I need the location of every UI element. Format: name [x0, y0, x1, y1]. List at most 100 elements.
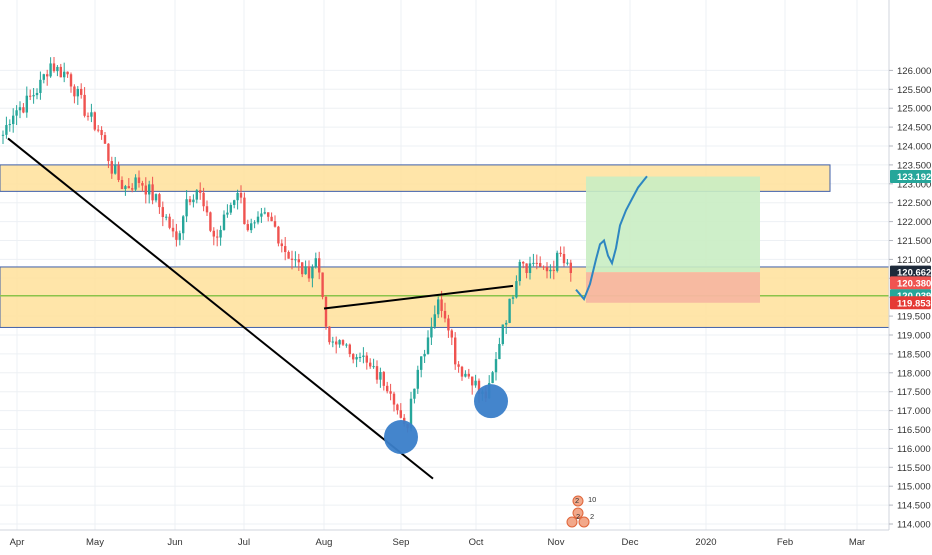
x-tick-label: Mar	[849, 537, 865, 548]
candle-down	[239, 192, 243, 198]
bottom-circle-1[interactable]	[384, 420, 418, 455]
candle-up	[372, 366, 375, 368]
candle-down	[175, 231, 178, 240]
candle-down	[324, 297, 328, 327]
descending-trendline[interactable]	[7, 137, 434, 480]
candle-down	[110, 161, 113, 174]
y-tick-label: 124.500	[897, 123, 931, 134]
price-label: 120.380	[897, 278, 931, 289]
candle-down	[399, 410, 402, 418]
y-tick-label: 117.500	[897, 387, 931, 398]
candle-down	[335, 341, 338, 345]
candle-down	[83, 94, 86, 116]
candle-down	[151, 184, 154, 201]
event-marker-group[interactable]: 2 10 2 2	[566, 495, 596, 528]
candle-up	[222, 214, 226, 230]
event-marker-icon[interactable]	[572, 495, 584, 507]
candle-up	[148, 184, 151, 195]
y-tick-label: 115.500	[897, 463, 931, 474]
candle-up	[134, 177, 137, 190]
candle-down	[328, 326, 331, 343]
candle-down	[457, 364, 460, 367]
candle-down	[127, 186, 130, 189]
candle-up	[250, 223, 253, 231]
candle-down	[46, 74, 49, 77]
price-label: 119.853	[897, 298, 931, 309]
candle-down	[202, 192, 205, 207]
y-tick-label: 119.500	[897, 312, 931, 323]
candle-up	[12, 115, 15, 125]
candle-up	[508, 298, 511, 323]
y-tick-label: 116.000	[897, 444, 931, 455]
candle-down	[171, 227, 175, 232]
x-tick-label: Jun	[167, 537, 182, 548]
candle-down	[382, 372, 385, 386]
y-tick-label: 126.000	[897, 66, 931, 77]
candle-down	[158, 194, 161, 208]
x-tick-label: Dec	[622, 537, 639, 548]
event-marker-icon[interactable]	[566, 516, 578, 528]
neckline[interactable]	[323, 284, 514, 310]
candle-down	[80, 88, 83, 95]
candle-down	[471, 376, 474, 386]
candle-down	[273, 221, 277, 227]
price-label-bg	[890, 170, 931, 184]
candle-down	[212, 230, 215, 237]
candle-up	[15, 110, 18, 116]
bottom-circle-2[interactable]	[474, 384, 508, 419]
candle-down	[137, 177, 141, 184]
candle-down	[97, 129, 100, 131]
candle-down	[216, 236, 219, 238]
candle-up	[25, 95, 28, 113]
candle-down	[318, 258, 321, 273]
x-tick-label: Nov	[548, 537, 565, 548]
candle-up	[379, 372, 382, 380]
price-label-bg	[890, 276, 931, 290]
candle-up	[253, 222, 256, 224]
candle-up	[518, 261, 521, 282]
candle-down	[297, 259, 300, 263]
candle-down	[352, 354, 355, 360]
candle-up	[263, 212, 266, 214]
y-tick-label: 121.500	[897, 236, 931, 247]
y-tick-label: 124.000	[897, 142, 931, 153]
candle-up	[355, 357, 358, 360]
candle-down	[552, 269, 555, 271]
projection-path[interactable]	[575, 175, 648, 302]
candle-up	[178, 233, 181, 240]
candlesticks	[1, 57, 572, 433]
candle-up	[63, 71, 66, 78]
candle-down	[141, 183, 144, 186]
long-position[interactable]	[586, 176, 760, 303]
candle-up	[556, 252, 559, 271]
x-tick-label: May	[86, 537, 104, 548]
y-tick-label: 118.000	[897, 368, 931, 379]
candle-down	[243, 197, 246, 225]
target-zone[interactable]	[586, 176, 760, 273]
candle-up	[430, 326, 433, 338]
candle-up	[420, 356, 423, 370]
candle-up	[345, 344, 348, 346]
event-markers[interactable]: 2 10 2 2	[566, 495, 596, 528]
drawings[interactable]	[7, 137, 648, 480]
candle-up	[331, 341, 334, 343]
x-tick-label: Sep	[393, 537, 410, 548]
candle-down	[59, 66, 62, 78]
event-marker-icon[interactable]	[578, 516, 590, 528]
candle-down	[93, 112, 96, 130]
candle-down	[69, 74, 73, 87]
candle-up	[192, 199, 195, 203]
candle-down	[542, 266, 545, 268]
candle-down	[562, 253, 566, 264]
stop-zone[interactable]	[586, 272, 760, 303]
candle-up	[185, 199, 188, 217]
price-label-bg	[890, 265, 931, 279]
event-marker-icon[interactable]	[572, 507, 584, 519]
y-tick-label: 122.500	[897, 198, 931, 209]
candle-down	[277, 226, 280, 244]
x-tick-label: Jul	[238, 537, 250, 548]
candle-down	[440, 299, 443, 311]
candle-down	[270, 216, 273, 222]
